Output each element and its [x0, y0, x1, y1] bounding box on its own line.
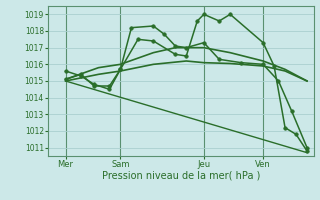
- X-axis label: Pression niveau de la mer( hPa ): Pression niveau de la mer( hPa ): [102, 171, 260, 181]
